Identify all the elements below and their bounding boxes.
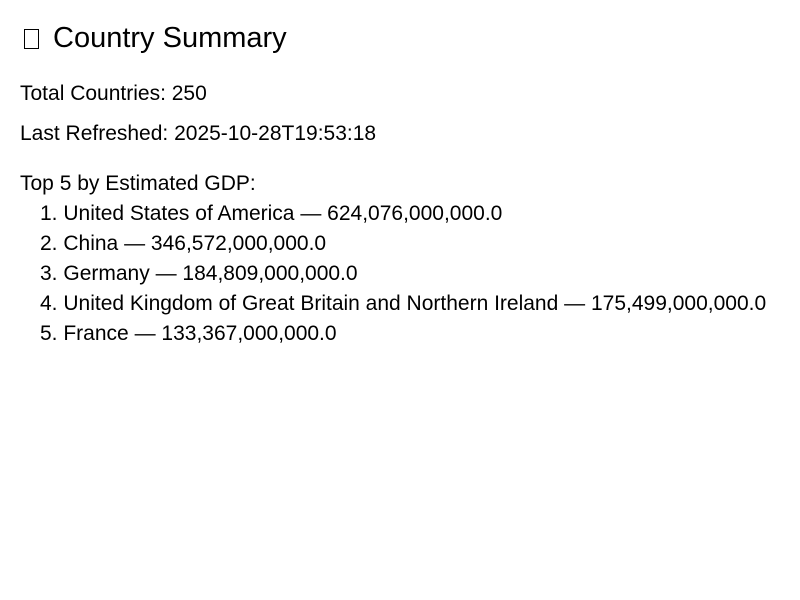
top5-heading: Top 5 by Estimated GDP: (20, 172, 256, 195)
page-title: Country Summary (20, 20, 287, 56)
list-item-separator: — (564, 292, 586, 315)
list-item-rank: 3. (40, 262, 58, 285)
list-item-rank: 4. (40, 292, 58, 315)
list-item-rank: 2. (40, 232, 58, 255)
list-item-gdp: 184,809,000,000.0 (182, 262, 358, 285)
list-item-gdp: 624,076,000,000.0 (327, 202, 503, 225)
list-item-separator: — (155, 262, 177, 285)
list-item-rank: 1. (40, 202, 58, 225)
list-item: 4. United Kingdom of Great Britain and N… (0, 291, 800, 321)
total-countries: Total Countries: 250 (20, 82, 207, 105)
list-item-country: France (63, 322, 129, 345)
list-item-rank: 5. (40, 322, 58, 345)
list-item: 2. China — 346,572,000,000.0 (0, 231, 800, 261)
list-item-separator: — (300, 202, 322, 225)
list-item-separator: — (124, 232, 146, 255)
list-item-separator: — (134, 322, 156, 345)
list-item-country: Germany (63, 262, 150, 285)
list-item: 3. Germany — 184,809,000,000.0 (0, 261, 800, 291)
list-item-gdp: 346,572,000,000.0 (150, 232, 327, 255)
list-item-country: China (63, 232, 119, 255)
list-item: 1. United States of America — 624,076,00… (0, 201, 800, 231)
list-item-gdp: 133,367,000,000.0 (161, 322, 337, 345)
list-item: 5. France — 133,367,000,000.0 (0, 321, 800, 351)
top5-list: 1. United States of America — 624,076,00… (0, 201, 800, 351)
last-refreshed: Last Refreshed: 2025-10-28T19:53:18 (20, 122, 377, 145)
list-item-country: United Kingdom of Great Britain and Nort… (63, 292, 559, 315)
document-icon (24, 29, 39, 49)
page-title-text: Country Summary (53, 22, 287, 54)
list-item-gdp: 175,499,000,000.0 (590, 292, 767, 315)
list-item-country: United States of America (63, 202, 295, 225)
